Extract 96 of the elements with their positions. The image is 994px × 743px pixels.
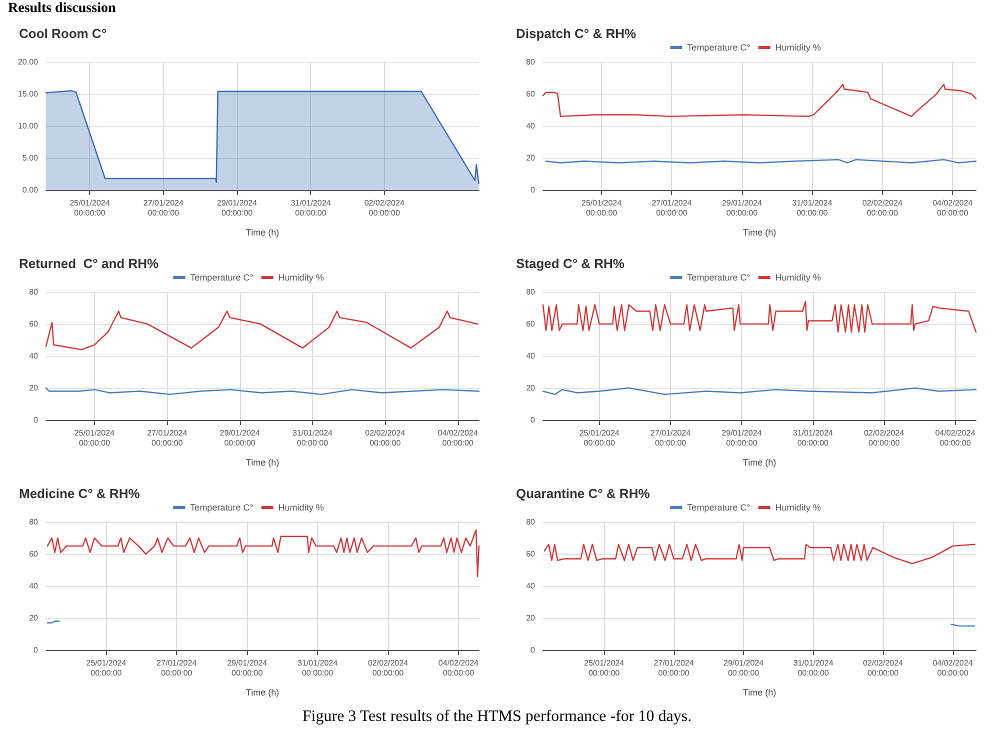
x-tick-label: 02/02/2024 00:00:00 [862, 658, 904, 678]
x-tick-label: 29/01/2024 00:00:00 [220, 428, 260, 448]
y-tick-label: 20 [526, 154, 536, 162]
x-tick-label: 02/02/2024 00:00:00 [368, 658, 409, 678]
x-tick-label: 04/02/2024 00:00:00 [932, 198, 974, 218]
x-tick-label: 25/01/2024 00:00:00 [74, 428, 116, 448]
x-tick-label: 31/01/2024 00:00:00 [792, 428, 834, 448]
x-axis-title: Time (h) [742, 228, 776, 238]
y-tick-label: 0 [530, 416, 536, 424]
y-tick-label: 80 [526, 288, 536, 296]
x-tick-label: 27/01/2024 00:00:00 [147, 428, 188, 448]
y-tick-label: 60 [29, 550, 39, 558]
chart-title: Quarantine C° & RH% [516, 486, 650, 501]
legend-label: Temperature C° [687, 42, 751, 52]
x-tick-label: 29/01/2024 00:00:00 [217, 198, 258, 218]
y-tick-label: 5.00 [22, 154, 39, 162]
x-tick-label: 25/01/2024 00:00:00 [579, 428, 620, 448]
caption: Figure 3 Test results of the HTMS performance -for 10 days. [302, 708, 692, 725]
x-tick-label: 29/01/2024 00:00:00 [722, 428, 762, 448]
legend-label: Humidity % [775, 502, 821, 512]
x-tick-label: 27/01/2024 00:00:00 [650, 428, 692, 448]
x-tick-label: 02/02/2024 00:00:00 [365, 428, 406, 448]
x-tick-label: 31/01/2024 00:00:00 [292, 428, 334, 448]
y-tick-label: 80 [526, 58, 536, 66]
x-tick-label: 04/02/2024 00:00:00 [438, 428, 478, 448]
line-series [542, 300, 977, 333]
x-tick-label: 25/01/2024 00:00:00 [86, 658, 127, 678]
y-tick-label: 10.00 [18, 122, 39, 130]
y-tick-label: 60 [526, 550, 536, 558]
x-tick-label: 25/01/2024 00:00:00 [584, 658, 625, 678]
x-tick-label: 02/02/2024 00:00:00 [364, 198, 405, 218]
y-tick-label: 15.00 [18, 90, 39, 98]
x-tick-label: 29/01/2024 00:00:00 [227, 658, 268, 678]
x-tick-label: 25/01/2024 00:00:00 [581, 198, 622, 218]
y-tick-label: 60 [526, 320, 536, 328]
x-tick-label: 02/02/2024 00:00:00 [862, 198, 903, 218]
legend-label: Temperature C° [190, 502, 254, 512]
x-tick-label: 27/01/2024 00:00:00 [143, 198, 184, 218]
x-tick-label: 25/01/2024 00:00:00 [70, 198, 110, 218]
y-tick-label: 20 [526, 384, 536, 392]
legend-label: Humidity % [278, 502, 324, 512]
y-tick-label: 40 [29, 582, 39, 590]
x-tick-label: 31/01/2024 00:00:00 [298, 658, 338, 678]
line-series [45, 310, 478, 350]
y-tick-label: 0 [34, 646, 39, 654]
x-axis-title: Time (h) [246, 688, 280, 698]
line-series [544, 544, 976, 564]
x-tick-label: 27/01/2024 00:00:00 [654, 658, 694, 678]
y-tick-label: 80 [29, 518, 39, 526]
y-tick-label: 0 [34, 416, 39, 424]
x-tick-label: 31/01/2024 00:00:00 [792, 198, 833, 218]
x-tick-label: 31/01/2024 00:00:00 [290, 198, 332, 218]
x-axis-title: Time (h) [742, 458, 776, 468]
y-tick-label: 0 [530, 646, 536, 654]
line-series [542, 387, 977, 396]
line-series [45, 387, 480, 396]
y-tick-label: 40 [526, 122, 536, 130]
y-tick-label: 80 [29, 288, 39, 296]
x-tick-label: 04/02/2024 00:00:00 [438, 658, 480, 678]
chart-title: Dispatch C° & RH% [516, 26, 636, 41]
legend-label: Humidity % [775, 272, 821, 282]
y-tick-label: 20 [29, 614, 39, 622]
legend-label: Temperature C° [687, 502, 751, 512]
legend-label: Temperature C° [687, 272, 751, 282]
x-axis-title: Time (h) [246, 458, 280, 468]
x-tick-label: 29/01/2024 00:00:00 [722, 198, 763, 218]
x-axis-title: Time (h) [246, 228, 280, 238]
chart-title: Medicine C° & RH% [19, 486, 140, 501]
y-tick-label: 20 [526, 614, 536, 622]
text: Results discussion [8, 1, 116, 16]
x-tick-label: 27/01/2024 00:00:00 [156, 658, 198, 678]
x-tick-label: 27/01/2024 00:00:00 [652, 198, 692, 218]
chart-title: Staged C° & RH% [516, 256, 625, 271]
y-tick-label: 0.00 [22, 186, 39, 194]
line-series [46, 529, 480, 578]
y-tick-label: 40 [526, 582, 536, 590]
y-tick-label: 60 [526, 90, 536, 98]
x-tick-label: 04/02/2024 00:00:00 [932, 658, 974, 678]
x-tick-label: 02/02/2024 00:00:00 [864, 428, 905, 448]
y-tick-label: 0 [530, 186, 536, 194]
x-tick-label: 31/01/2024 00:00:00 [793, 658, 834, 678]
y-tick-label: 20 [29, 384, 39, 392]
x-tick-label: 04/02/2024 00:00:00 [935, 428, 976, 448]
chart-title: Returned C° and RH% [19, 256, 159, 271]
legend-label: Humidity % [775, 42, 821, 52]
legend-label: Temperature C° [190, 272, 254, 282]
line-series [542, 84, 977, 118]
y-tick-label: 80 [526, 518, 536, 526]
y-tick-label: 40 [526, 352, 536, 360]
x-axis-title: Time (h) [742, 688, 776, 698]
y-tick-label: 60 [29, 320, 39, 328]
y-tick-label: 40 [29, 352, 39, 360]
legend-label: Humidity % [278, 272, 324, 282]
chart-title: Cool Room C° [19, 26, 107, 41]
x-tick-label: 29/01/2024 00:00:00 [723, 658, 764, 678]
y-tick-label: 20.00 [18, 58, 39, 66]
